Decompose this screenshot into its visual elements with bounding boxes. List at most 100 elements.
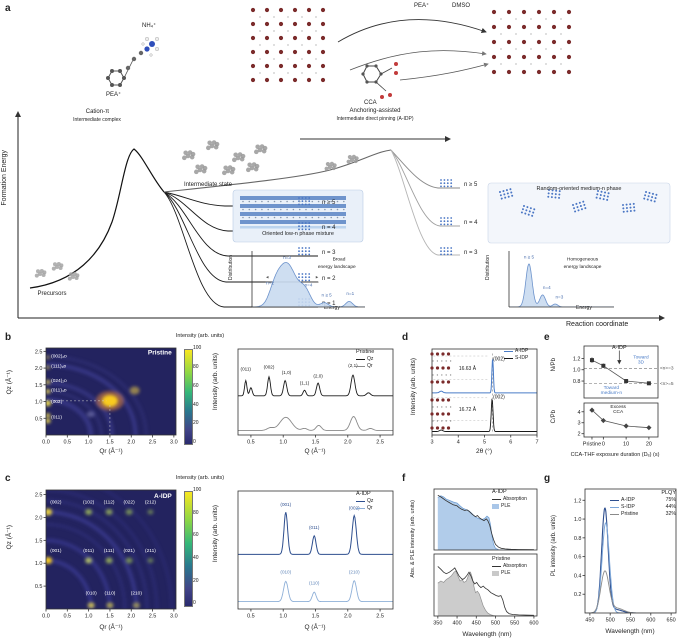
aidp-label-line2: Intermediate direct pinning (A-IDP) [336,116,414,122]
legend-title: A-IDP [492,489,507,495]
svg-text:(112): (112) [104,500,115,506]
qz-line-swatch [356,500,365,502]
svg-text:2.5: 2.5 [149,614,157,620]
svg-text:3: 3 [430,440,433,446]
sidp-line-swatch [610,506,619,508]
svg-text:500: 500 [491,621,500,627]
svg-text:0.8: 0.8 [573,379,581,385]
aidp-linecuts-ylabel: Intensity (arb. units) [212,505,219,563]
svg-text:(1,0): (1,0) [282,370,292,375]
svg-text:(110): (110) [105,590,116,596]
svg-text:n=3: n=3 [283,255,291,260]
ple-fill-swatch [492,503,499,509]
energy-landscape-diagram [15,7,671,321]
colorbar-b-tick-20: 20 [193,420,199,426]
svg-text:1.0: 1.0 [573,368,581,374]
svg-text:n=4: n=4 [543,285,551,290]
cca-label: CCA [364,100,377,106]
svg-text:(002): (002) [264,365,275,370]
reaction-coordinate-axis-label: Reaction coordinate [566,321,629,328]
svg-text:n ≥ 5: n ≥ 5 [321,293,332,298]
plqy-value: 75% [665,497,676,503]
colorbar-b-tick-80: 80 [193,364,199,370]
svg-text:(102): (102) [83,500,95,506]
svg-text:◂: ◂ [266,275,269,281]
svg-text:Pristine: Pristine [583,442,601,448]
cca-arrow [399,62,489,81]
ple-fill-swatch [492,570,499,576]
pea-label: PEA⁺ [106,92,122,98]
xrd-xlabel: 2θ (°) [476,448,492,455]
legend-label: Qz [367,356,374,362]
legend-label: Qr [367,363,373,369]
crystal-inset-sidp [430,398,452,430]
svg-text:2: 2 [577,432,580,438]
svg-text:2.5: 2.5 [149,440,157,446]
colorbar-c-tick-0: 0 [193,600,196,606]
svg-text:n=3: n=3 [556,294,564,299]
oriented-box-label: Oriented low-n phase mixture [262,231,334,237]
legend-item-sidp: S-IDP [504,355,540,361]
qz-line-swatch [356,358,365,360]
svg-text:CCA: CCA [613,409,624,415]
svg-text:20: 20 [646,442,652,448]
svg-text:2.0: 2.0 [127,440,135,446]
aidp-line-swatch [610,499,619,501]
svg-text:Toward: Toward [633,354,649,360]
plqy-value: 44% [665,504,676,510]
svg-text:2.5: 2.5 [376,440,384,446]
panel-f-label: f [402,473,406,484]
main-energy-curve [29,148,165,289]
svg-text:2.0: 2.0 [35,366,43,372]
svg-text:1.0: 1.0 [85,440,93,446]
svg-text:0.0: 0.0 [42,440,50,446]
svg-text:1.5: 1.5 [106,440,114,446]
svg-text:(011): (011) [309,525,320,530]
svg-text:3.0: 3.0 [170,614,178,620]
svg-text:0.6: 0.6 [574,555,582,561]
legend-label: PLE [501,503,511,509]
svg-text:2.0: 2.0 [344,614,352,620]
svg-text:(011)₃ᴅ: (011)₃ᴅ [51,388,67,394]
svg-text:1.2: 1.2 [574,498,582,504]
pristine-linecuts-legend: Pristine Qz Qr [356,349,396,369]
svg-text:(010): (010) [86,590,98,596]
giwaxs-linecuts-pristine: 0.5 1.0 1.5 2.0 2.5 (011) (002) (1,0) (1,1) (2,0)… [228,346,396,448]
colorbar-c-tick-80: 80 [193,510,199,516]
aidp-line-swatch [504,350,513,352]
svg-text:16.72 Å: 16.72 Å [459,406,477,413]
svg-text:(2,1): (2,1) [348,363,358,368]
pl-ylabel: PL intensity (arb. units) [551,515,557,577]
legend-item-ple: PLE [492,570,538,576]
svg-text:5: 5 [483,440,486,446]
svg-text:400: 400 [452,621,461,627]
svg-text:6: 6 [509,440,512,446]
legend-label: Pristine [621,511,639,517]
conversion-arrow [349,50,487,71]
svg-text:10: 10 [623,442,629,448]
pristine-map-xlabel: Qr (Å⁻¹) [99,448,123,455]
pl-xlabel: Wavelength (nm) [605,628,655,635]
oriented-low-n-illustration [232,189,364,243]
svg-text:(210): (210) [131,590,143,596]
svg-text:1.5: 1.5 [312,440,320,446]
distribution-inset-homogeneous: n ≥ 5 n=4 n=3 Homogeneous energy landscape [497,245,617,317]
svg-text:(002): (002) [50,500,62,506]
right-branch-curves [390,149,460,256]
random-oriented-illustration [487,182,671,244]
branch-label-n4-left: n = 4 [322,225,336,231]
legend-item-aidp: A-IDP [504,348,540,354]
svg-text:n=4: n=4 [305,282,313,287]
giwaxs-linecuts-aidp: 0.5 1.0 1.5 2.0 2.5 (001) (011) (002) (010) (110)… [228,488,396,622]
legend-item-qz: Qz [356,356,396,362]
svg-text:(111): (111) [104,548,115,554]
legend-item-qr: Qr [356,505,396,511]
colorbar-b [184,349,193,445]
svg-text:1.5: 1.5 [35,383,43,389]
svg-text:3D: 3D [638,360,645,366]
svg-text:(002): (002) [493,394,505,400]
svg-text:(002): (002) [493,357,505,363]
legend-label: PLE [501,570,511,576]
svg-text:0: 0 [602,442,605,448]
random-box-label: Random-oriented medium-n phase [536,186,622,192]
